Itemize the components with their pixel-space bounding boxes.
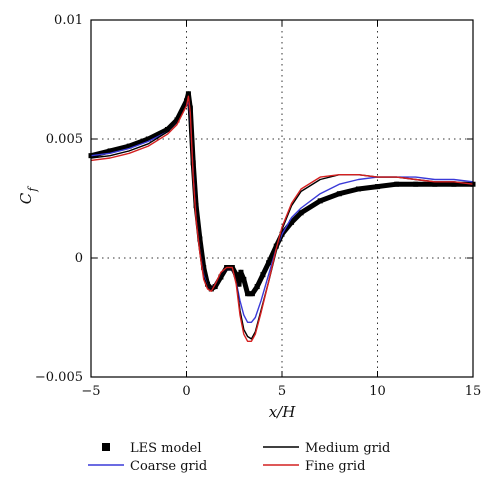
point-les-model [126,143,132,149]
point-les-model [184,98,189,104]
legend-marker-les-model [102,443,110,451]
y-tick-label: −0.005 [35,370,83,385]
legend-label-coarse-grid: Coarse grid [130,459,207,474]
point-les-model [174,117,180,123]
point-les-model [260,272,266,278]
x-tick-label: −5 [81,384,100,399]
point-les-model [164,126,170,132]
tick-marks [90,19,474,378]
point-les-model [355,186,361,192]
legend: LES model Medium grid Coarse grid Fine grid [88,441,390,474]
point-les-model [185,91,191,97]
series-les-model [90,91,473,297]
y-axis-label: Cf [17,186,39,205]
point-les-model [212,284,218,290]
series-layer [88,91,476,342]
point-les-model [289,219,295,225]
point-les-model [266,260,272,266]
legend-label-fine-grid: Fine grid [305,459,365,474]
y-tick-label: 0.01 [54,13,83,28]
grid-lines [91,20,473,377]
point-les-model [249,291,255,297]
legend-label-les-model: LES model [130,441,202,456]
point-les-model [413,181,419,187]
point-les-model [218,274,224,280]
series-coarse-grid [90,100,474,323]
y-axis-label-main: C [17,192,35,204]
point-les-model [238,269,244,275]
point-les-model [107,148,113,154]
point-les-model [336,191,342,197]
y-axis-label-sub: f [26,186,39,193]
point-les-model [254,284,260,290]
point-les-model [375,184,380,190]
point-les-model [205,281,211,287]
point-les-model [245,291,251,297]
y-tick-label: 0 [75,251,83,266]
x-tick-label: 10 [369,384,386,399]
point-les-model [298,210,304,216]
point-les-model [145,136,151,142]
x-tick-label: 15 [465,384,482,399]
x-tick-label: 0 [182,384,190,399]
tick-labels: −5 0 5 10 15 −0.005 0 0.005 0.01 [35,13,481,399]
point-les-model [317,198,323,204]
point-les-model [241,276,247,282]
point-les-model [201,265,207,271]
point-les-model [197,236,203,242]
y-tick-label: 0.005 [46,132,83,147]
point-les-model [233,272,239,278]
point-les-model [394,181,400,187]
x-tick-label: 5 [278,384,286,399]
series-fine-grid [90,95,474,342]
point-les-model [432,181,438,187]
point-les-model [236,281,242,287]
point-les-model [451,181,457,187]
x-axis-label: x/H [269,403,297,421]
axis-labels: x/H Cf [17,186,296,422]
legend-label-medium-grid: Medium grid [305,441,390,456]
